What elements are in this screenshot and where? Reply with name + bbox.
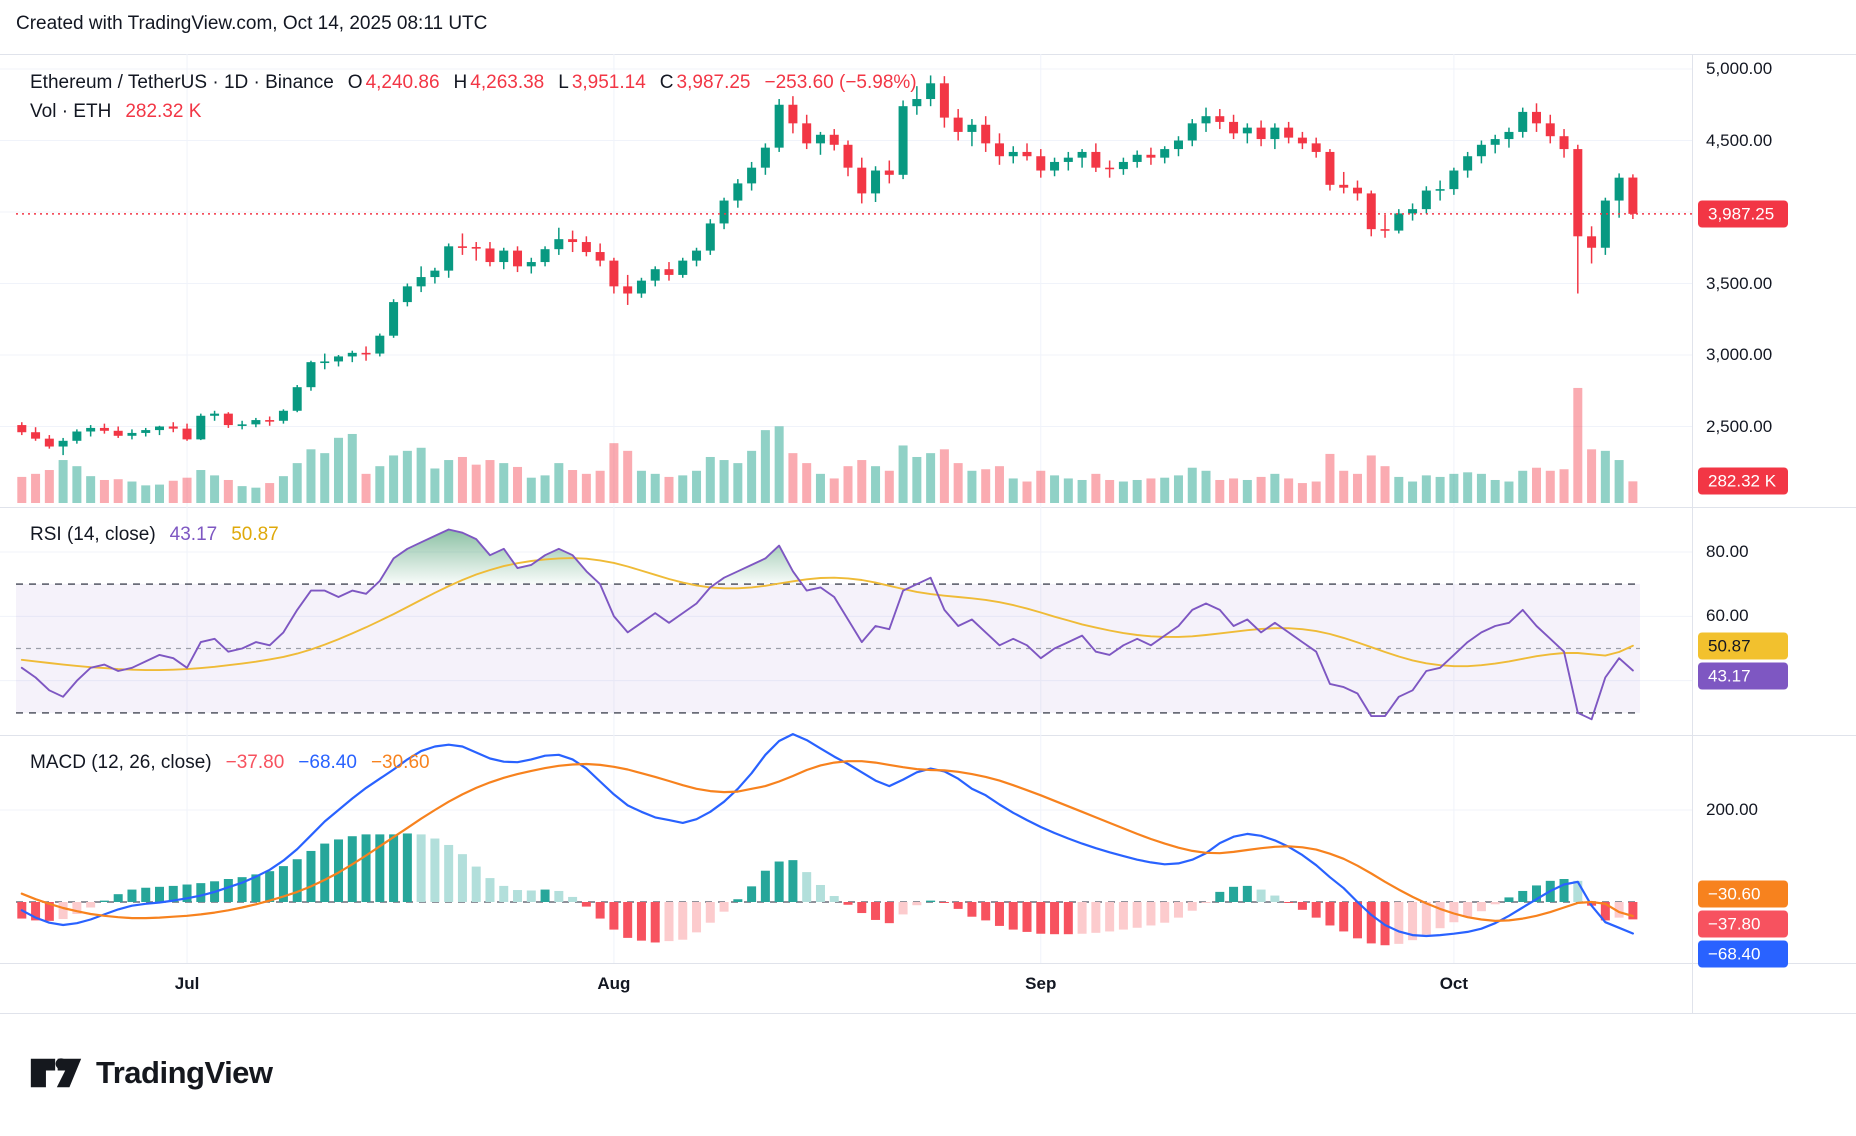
price-rsi-divider	[0, 507, 1856, 508]
rsi-ma-value: 50.87	[231, 524, 279, 545]
macd-axis-badge: −37.80	[1698, 910, 1788, 938]
top-border	[0, 54, 1856, 55]
time-axis-month-aug: Aug	[597, 974, 631, 993]
macd-legend-row: MACD (12, 26, close) −37.80 −68.40 −30.6…	[30, 752, 430, 774]
price-axis-label: 5,000.00	[1706, 59, 1773, 78]
price-pane-candles[interactable]	[17, 75, 1638, 456]
macd-hist-value: −37.80	[225, 752, 285, 773]
change-value: −253.60 (−5.98%)	[764, 72, 917, 93]
symbol-title[interactable]: Ethereum / TetherUS · 1D · Binance	[30, 72, 334, 93]
rsi-axis-badge: 50.87	[1698, 632, 1788, 660]
macd-timeaxis-divider	[0, 963, 1856, 964]
macd-line-value: −68.40	[298, 752, 357, 773]
rsi-axis-label: 80.00	[1706, 541, 1749, 561]
price-axis-label: 3,000.00	[1706, 345, 1773, 364]
macd-signal-value: −30.60	[370, 752, 430, 773]
ohlc-close: C 3,987.25	[659, 72, 751, 93]
time-axis-month-oct: Oct	[1439, 974, 1469, 993]
price-axis-badge: 3,987.25	[1698, 200, 1788, 228]
macd-axis-label: 200.00	[1706, 800, 1758, 819]
price-axis-label: 4,500.00	[1706, 130, 1773, 150]
rsi-macd-divider	[0, 735, 1856, 736]
ohlc-high: H 4,263.38	[453, 72, 545, 93]
rsi-axis-badge: 43.17	[1698, 662, 1788, 690]
rsi-pane[interactable]	[16, 528, 1640, 721]
rsi-value: 43.17	[169, 524, 218, 545]
macd-axis-badge: −68.40	[1698, 940, 1788, 968]
ohlc-open: O 4,240.86	[347, 72, 440, 93]
bottom-border	[0, 1013, 1856, 1014]
price-axis-label: 2,500.00	[1706, 416, 1773, 436]
rsi-title[interactable]: RSI (14, close)	[30, 524, 156, 545]
rsi-legend-row: RSI (14, close) 43.17 50.87	[30, 524, 279, 546]
tradingview-logo-icon	[30, 1058, 82, 1088]
symbol-legend-row: Ethereum / TetherUS · 1D · Binance O 4,24…	[30, 72, 917, 94]
price-axis-label: 3,500.00	[1706, 273, 1773, 293]
rsi-axis-label: 60.00	[1706, 606, 1749, 626]
vol-axis-badge: 282.32 K	[1698, 467, 1788, 495]
footer-brand: TradingView	[30, 1052, 273, 1094]
time-axis-month-jul: Jul	[174, 974, 200, 993]
credit-line: Created with TradingView.com, Oct 14, 20…	[16, 13, 488, 34]
price-axis-border	[1692, 54, 1693, 1013]
macd-axis-badge: −30.60	[1698, 880, 1788, 908]
volume-pane[interactable]	[17, 387, 1638, 503]
brand-wordmark: TradingView	[96, 1055, 273, 1090]
time-axis-month-sep: Sep	[1025, 974, 1057, 993]
volume-value: 282.32 K	[125, 101, 202, 122]
volume-legend-row: Vol · ETH 282.32 K	[30, 101, 201, 123]
ohlc-low: L 3,951.14	[558, 72, 646, 93]
macd-pane[interactable]	[16, 732, 1640, 946]
volume-label[interactable]: Vol · ETH	[30, 101, 112, 122]
macd-title[interactable]: MACD (12, 26, close)	[30, 752, 212, 773]
